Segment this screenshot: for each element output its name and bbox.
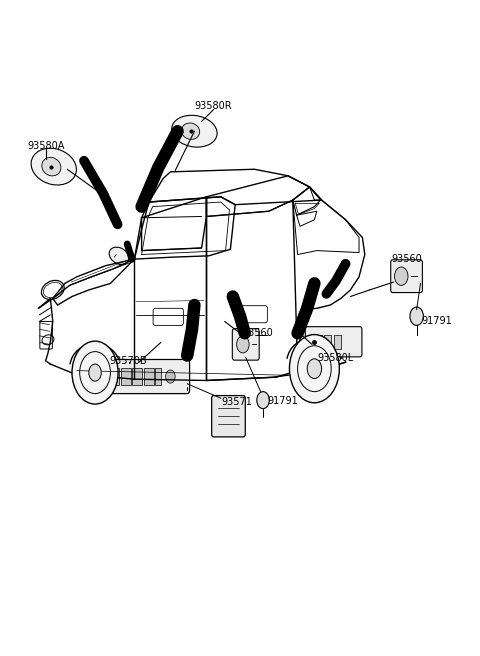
Ellipse shape bbox=[172, 115, 217, 147]
Text: 91791: 91791 bbox=[268, 396, 299, 407]
Bar bbox=[334, 335, 341, 349]
Text: 93570B: 93570B bbox=[110, 356, 147, 366]
FancyBboxPatch shape bbox=[305, 327, 362, 357]
Text: 93571: 93571 bbox=[222, 397, 252, 407]
Bar bbox=[144, 368, 154, 385]
Ellipse shape bbox=[181, 123, 200, 140]
Ellipse shape bbox=[109, 247, 129, 264]
Circle shape bbox=[89, 364, 101, 381]
Bar bbox=[155, 368, 161, 385]
Bar bbox=[121, 368, 131, 385]
FancyBboxPatch shape bbox=[212, 396, 245, 437]
FancyBboxPatch shape bbox=[391, 260, 422, 293]
Circle shape bbox=[395, 267, 408, 285]
Ellipse shape bbox=[31, 148, 76, 185]
Text: 91791: 91791 bbox=[421, 316, 452, 327]
Circle shape bbox=[72, 341, 118, 404]
Text: 93560: 93560 bbox=[243, 328, 274, 338]
Circle shape bbox=[289, 335, 339, 403]
Circle shape bbox=[237, 336, 249, 353]
Bar bbox=[132, 368, 142, 385]
FancyBboxPatch shape bbox=[232, 329, 259, 360]
Circle shape bbox=[257, 392, 269, 409]
Circle shape bbox=[410, 307, 423, 325]
Text: 93560: 93560 bbox=[391, 254, 422, 264]
Bar bbox=[109, 368, 119, 385]
FancyBboxPatch shape bbox=[101, 359, 190, 394]
Bar bbox=[324, 335, 331, 349]
Circle shape bbox=[307, 359, 322, 379]
Text: 93580A: 93580A bbox=[27, 140, 64, 151]
Text: 93580R: 93580R bbox=[195, 101, 232, 112]
Bar bbox=[314, 335, 322, 349]
Text: 93580L: 93580L bbox=[318, 352, 354, 363]
Circle shape bbox=[166, 370, 175, 383]
Ellipse shape bbox=[42, 157, 61, 176]
